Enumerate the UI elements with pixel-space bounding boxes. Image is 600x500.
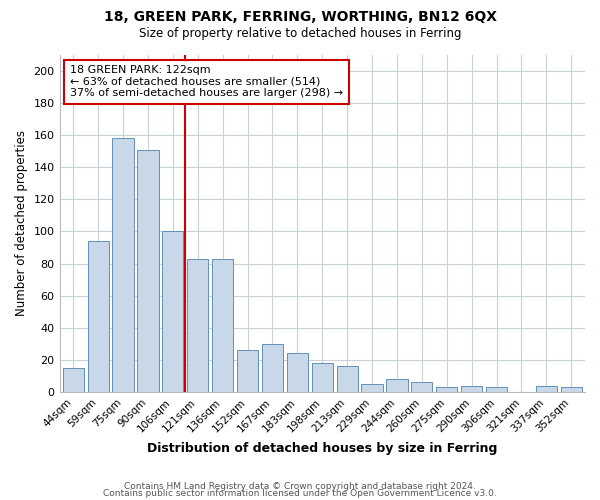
Text: Size of property relative to detached houses in Ferring: Size of property relative to detached ho… [139,28,461,40]
Text: Contains HM Land Registry data © Crown copyright and database right 2024.: Contains HM Land Registry data © Crown c… [124,482,476,491]
Text: Contains public sector information licensed under the Open Government Licence v3: Contains public sector information licen… [103,490,497,498]
Text: 18, GREEN PARK, FERRING, WORTHING, BN12 6QX: 18, GREEN PARK, FERRING, WORTHING, BN12 … [104,10,497,24]
Bar [361,384,383,392]
Bar [237,350,258,392]
Bar [411,382,433,392]
Bar [187,259,208,392]
Bar [287,354,308,392]
Bar [337,366,358,392]
Text: 18 GREEN PARK: 122sqm
← 63% of detached houses are smaller (514)
37% of semi-det: 18 GREEN PARK: 122sqm ← 63% of detached … [70,65,343,98]
Bar [162,232,184,392]
Y-axis label: Number of detached properties: Number of detached properties [15,130,28,316]
Bar [436,387,457,392]
Bar [62,368,84,392]
Bar [137,150,158,392]
Bar [262,344,283,392]
Bar [88,241,109,392]
Bar [486,387,507,392]
Bar [112,138,134,392]
Bar [212,259,233,392]
X-axis label: Distribution of detached houses by size in Ferring: Distribution of detached houses by size … [147,442,497,455]
Bar [536,386,557,392]
Bar [561,387,582,392]
Bar [311,363,333,392]
Bar [461,386,482,392]
Bar [386,379,407,392]
